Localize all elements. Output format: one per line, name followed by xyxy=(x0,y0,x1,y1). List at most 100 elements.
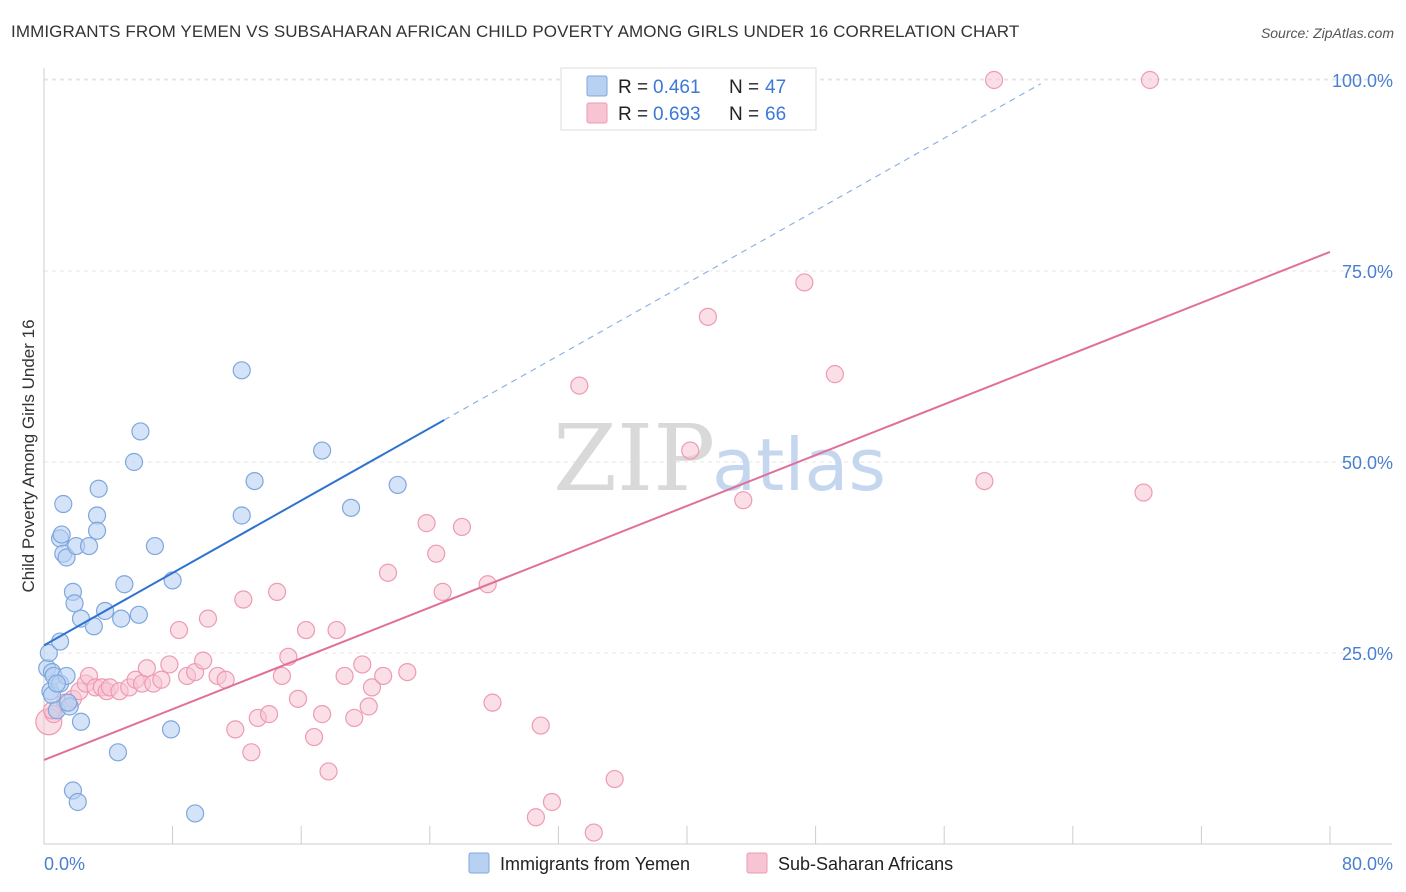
point-yemen xyxy=(163,571,182,590)
point-subsaharan xyxy=(452,517,472,537)
y-tick-label-25: 25.0% xyxy=(1342,644,1393,664)
point-subsaharan xyxy=(353,655,372,674)
point-subsaharan xyxy=(542,792,562,812)
point-subsaharan xyxy=(242,743,261,762)
point-subsaharan xyxy=(531,716,550,735)
legend-swatch-subsaharan xyxy=(586,102,608,124)
series-yemen-points xyxy=(38,361,407,823)
legend-yemen-r-value: 0.461 xyxy=(653,77,701,98)
point-yemen xyxy=(124,452,144,472)
point-yemen xyxy=(232,361,251,380)
legend-subsaharan-r-label: R = xyxy=(618,104,648,125)
point-yemen xyxy=(87,521,107,540)
point-subsaharan xyxy=(1140,70,1160,90)
point-yemen xyxy=(71,712,91,731)
point-yemen xyxy=(131,422,150,441)
point-subsaharan xyxy=(327,620,346,640)
point-subsaharan xyxy=(319,762,338,781)
point-subsaharan xyxy=(259,705,279,724)
x-tick-labels: 0.0% 80.0% xyxy=(44,854,1393,874)
source-label: Source: ZipAtlas.com xyxy=(1260,25,1394,41)
point-yemen xyxy=(108,743,128,762)
trend-line-yemen xyxy=(43,419,445,647)
point-yemen xyxy=(59,693,78,712)
point-subsaharan xyxy=(359,697,378,716)
bottom-legend-swatch-subsaharan xyxy=(746,852,768,874)
point-yemen xyxy=(145,536,165,556)
legend-subsaharan-n-value: 66 xyxy=(765,104,786,125)
point-subsaharan xyxy=(312,705,332,724)
y-tick-label-50: 50.0% xyxy=(1342,453,1393,473)
point-subsaharan xyxy=(194,651,213,670)
point-subsaharan xyxy=(226,720,245,739)
point-yemen xyxy=(115,575,134,594)
legend-yemen-n-value: 47 xyxy=(765,77,786,98)
point-subsaharan xyxy=(296,620,316,640)
point-subsaharan xyxy=(234,590,253,609)
point-subsaharan xyxy=(362,678,382,697)
point-yemen xyxy=(79,536,99,556)
point-yemen xyxy=(388,475,407,495)
point-subsaharan xyxy=(825,365,844,384)
bottom-legend-yemen: Immigrants from Yemen xyxy=(500,854,690,874)
point-yemen xyxy=(245,472,264,491)
legend-subsaharan-r-value: 0.693 xyxy=(653,104,701,125)
chart-title: IMMIGRANTS FROM YEMEN VS SUBSAHARAN AFRI… xyxy=(11,22,1020,41)
point-yemen xyxy=(52,525,71,544)
trend-line-yemen-extension xyxy=(443,83,1041,421)
point-yemen xyxy=(65,594,84,613)
bottom-legend-swatch-yemen xyxy=(468,852,490,874)
legend-yemen-r-label: R = xyxy=(618,77,648,98)
point-yemen xyxy=(68,792,87,812)
legend-yemen-n-label: N = xyxy=(729,77,759,98)
point-yemen xyxy=(186,804,205,823)
bottom-legend-subsaharan: Sub-Saharan Africans xyxy=(778,854,953,874)
point-subsaharan xyxy=(681,441,700,460)
point-yemen xyxy=(47,674,66,693)
point-subsaharan xyxy=(433,582,452,601)
point-subsaharan xyxy=(374,666,393,686)
point-subsaharan xyxy=(345,708,364,728)
trend-lines xyxy=(43,83,1331,761)
point-subsaharan xyxy=(698,307,717,326)
x-tick-label-min: 0.0% xyxy=(44,854,85,874)
point-yemen xyxy=(129,605,148,624)
watermark: ZIP atlas xyxy=(553,405,886,512)
point-subsaharan xyxy=(160,655,179,674)
point-yemen xyxy=(87,506,107,525)
point-yemen xyxy=(54,494,73,514)
point-subsaharan xyxy=(526,808,545,827)
point-yemen xyxy=(232,506,251,525)
point-subsaharan xyxy=(570,376,589,395)
point-subsaharan xyxy=(795,273,814,292)
point-yemen xyxy=(312,441,332,460)
point-subsaharan xyxy=(734,491,753,510)
point-subsaharan xyxy=(398,662,417,682)
point-subsaharan xyxy=(584,823,603,842)
trend-line-subsaharan xyxy=(43,250,1331,761)
point-subsaharan xyxy=(267,582,287,601)
point-subsaharan xyxy=(152,670,171,689)
point-subsaharan xyxy=(483,693,502,712)
legend-swatch-yemen xyxy=(586,75,608,97)
legend-subsaharan-n-label: N = xyxy=(729,104,759,125)
point-subsaharan xyxy=(605,769,624,789)
y-axis-label: Child Poverty Among Girls Under 16 xyxy=(19,319,38,592)
legend: R = 0.461 N = 47 R = 0.693 N = 66 xyxy=(560,67,817,131)
point-yemen xyxy=(161,720,181,739)
point-subsaharan xyxy=(198,609,218,628)
point-yemen xyxy=(39,643,58,663)
point-subsaharan xyxy=(417,514,436,533)
point-subsaharan xyxy=(335,666,354,686)
point-yemen xyxy=(341,498,361,517)
point-subsaharan xyxy=(137,659,156,678)
bottom-legend: Immigrants from Yemen Sub-Saharan Africa… xyxy=(468,852,953,874)
point-subsaharan xyxy=(272,666,292,686)
point-subsaharan xyxy=(984,70,1004,90)
point-subsaharan xyxy=(169,620,189,640)
point-subsaharan xyxy=(304,727,324,747)
point-subsaharan xyxy=(975,472,994,491)
x-tick-label-max: 80.0% xyxy=(1342,854,1393,874)
point-yemen xyxy=(112,609,131,628)
